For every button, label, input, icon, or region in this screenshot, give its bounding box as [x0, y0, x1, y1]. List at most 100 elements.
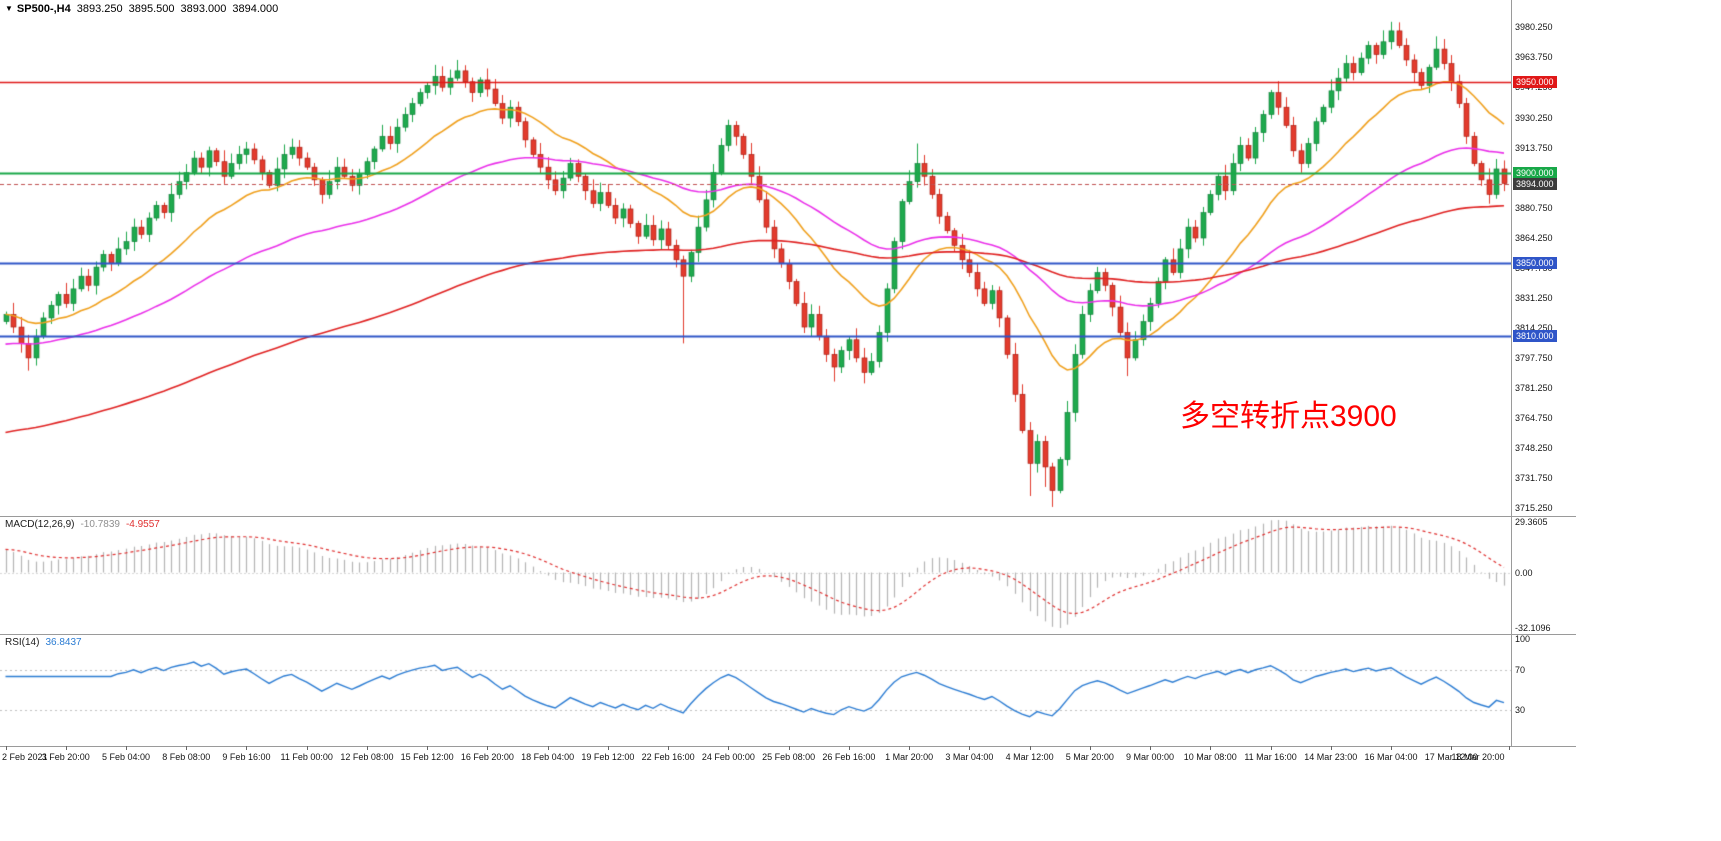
macd-name: MACD(12,26,9) [5, 519, 75, 530]
time-label: 5 Feb 04:00 [101, 752, 150, 762]
price-tick: 3797.750 [1515, 353, 1553, 364]
time-tick-mark [306, 746, 308, 750]
time-tick-mark [909, 746, 911, 750]
time-tick-mark [1029, 746, 1031, 750]
price-tick: 3980.250 [1515, 21, 1553, 32]
price-tick: 3731.750 [1515, 473, 1553, 484]
time-tick-mark [5, 746, 7, 750]
time-tick-mark [427, 746, 429, 750]
time-label: 11 Mar 16:00 [1244, 752, 1297, 762]
time-label: 8 Feb 08:00 [162, 752, 211, 762]
macd-axis-tick: 0.00 [1515, 567, 1533, 578]
price-tick: 3913.750 [1515, 142, 1553, 153]
time-label: 11 Feb 00:00 [280, 752, 333, 762]
rsi-value: 36.8437 [45, 637, 82, 648]
price-tick: 3748.250 [1515, 443, 1553, 454]
time-tick-mark [487, 746, 489, 750]
annotation-text: 多空转折点3900 [1180, 400, 1397, 433]
price-level-badge: 3900.000 [1513, 166, 1557, 179]
time-tick-mark [366, 746, 368, 750]
panel-divider-rsi[interactable] [0, 634, 1576, 635]
macd-axis-tick: -32.1096 [1515, 623, 1551, 633]
macd-axis-tick: 29.3605 [1515, 517, 1548, 527]
rsi-axis-tick: 70 [1515, 664, 1526, 675]
time-label: 12 Feb 08:00 [340, 752, 394, 762]
time-tick-mark [728, 746, 730, 750]
macd-axis[interactable]: 29.3605 0.00 -32.1096 [1512, 516, 1582, 634]
time-label: 17 Mar 12:00 [1424, 752, 1478, 762]
time-label: 10 Mar 08:00 [1183, 752, 1237, 762]
time-tick-mark [547, 746, 549, 750]
ohlc-open: 3893.250 [76, 3, 123, 15]
ohlc-high: 3895.500 [128, 3, 175, 15]
time-label: 9 Mar 00:00 [1126, 752, 1175, 762]
time-tick-mark [969, 746, 971, 750]
time-tick-mark [668, 746, 670, 750]
price-level-badge: 3950.000 [1513, 75, 1557, 88]
macd-signal-value: -4.9557 [125, 519, 160, 530]
price-tick: 3930.250 [1515, 112, 1553, 123]
price-axis[interactable]: 3980.2503963.7503947.2503930.2503913.750… [1512, 0, 1582, 516]
time-tick-mark [788, 746, 790, 750]
rsi-axis-tick: 100 [1515, 634, 1531, 644]
time-label: 3 Feb 20:00 [41, 752, 90, 762]
rsi-name: RSI(14) [5, 637, 40, 648]
price-level-badge: 3850.000 [1513, 257, 1557, 270]
price-tick: 3880.750 [1515, 202, 1553, 213]
price-level-badge: 3894.000 [1513, 177, 1557, 190]
time-label: 14 Mar 23:00 [1304, 752, 1358, 762]
macd-panel-canvas[interactable] [0, 516, 1511, 634]
macd-indicator-label: MACD(12,26,9) -10.7839 -4.9557 [5, 519, 166, 530]
time-tick-mark [1150, 746, 1152, 750]
time-tick-mark [607, 746, 609, 750]
time-label: 16 Mar 04:00 [1364, 752, 1418, 762]
rsi-indicator-label: RSI(14) 36.8437 [5, 637, 88, 648]
price-tick: 3814.250 [1515, 323, 1553, 334]
price-level-badge: 3810.000 [1513, 330, 1557, 343]
time-label: 4 Mar 12:00 [1005, 752, 1054, 762]
price-tick: 3831.250 [1515, 292, 1553, 303]
time-tick-mark [1330, 746, 1332, 750]
symbol-dropdown-icon[interactable]: ▼ [5, 4, 13, 13]
time-label: 18 Feb 04:00 [521, 752, 575, 762]
time-tick-mark [125, 746, 127, 750]
chart-title: ▼ SP500-,H4 3893.250 3895.500 3893.000 3894.0… [5, 3, 278, 15]
price-tick: 3764.750 [1515, 413, 1553, 424]
time-label: 5 Mar 20:00 [1065, 752, 1114, 762]
macd-value: -10.7839 [80, 519, 120, 530]
time-tick-mark [1509, 746, 1510, 750]
time-label: 22 Feb 16:00 [641, 752, 695, 762]
time-tick-mark [848, 746, 850, 750]
time-label: 19 Feb 12:00 [581, 752, 635, 762]
time-label: 15 Feb 12:00 [400, 752, 454, 762]
time-label: 3 Mar 04:00 [945, 752, 994, 762]
time-label: 24 Feb 00:00 [701, 752, 755, 762]
time-label: 16 Feb 20:00 [460, 752, 514, 762]
price-tick: 3864.250 [1515, 232, 1553, 243]
price-tick: 3781.250 [1515, 383, 1553, 394]
time-tick-mark [65, 746, 67, 750]
time-tick-mark [1089, 746, 1091, 750]
time-label: 1 Mar 20:00 [885, 752, 934, 762]
rsi-panel-canvas[interactable] [0, 634, 1511, 746]
axis-separator [1511, 0, 1512, 746]
time-label: 2 Feb 2021 [2, 752, 48, 762]
time-label: 9 Feb 16:00 [222, 752, 271, 762]
time-tick-mark [1391, 746, 1393, 750]
time-label: 25 Feb 08:00 [762, 752, 816, 762]
time-tick-mark [1270, 746, 1272, 750]
time-axis[interactable]: 2 Feb 2021 3 Feb 20:00 5 Feb 04:00 8 Feb 08… [0, 746, 1511, 772]
price-tick: 3715.250 [1515, 503, 1553, 514]
time-tick-mark [246, 746, 248, 750]
time-label: 26 Feb 16:00 [822, 752, 876, 762]
rsi-axis-tick: 30 [1515, 705, 1526, 716]
symbol-label: SP500-,H4 [16, 3, 71, 15]
ohlc-low: 3893.000 [180, 3, 227, 15]
time-label: 18 Mar 20:00 [1451, 752, 1505, 762]
panel-divider-macd[interactable] [0, 516, 1576, 517]
rsi-axis[interactable]: 100 70 30 [1512, 634, 1582, 746]
time-tick-mark [186, 746, 188, 750]
price-chart-canvas[interactable] [0, 0, 1511, 516]
time-tick-mark [1210, 746, 1212, 750]
